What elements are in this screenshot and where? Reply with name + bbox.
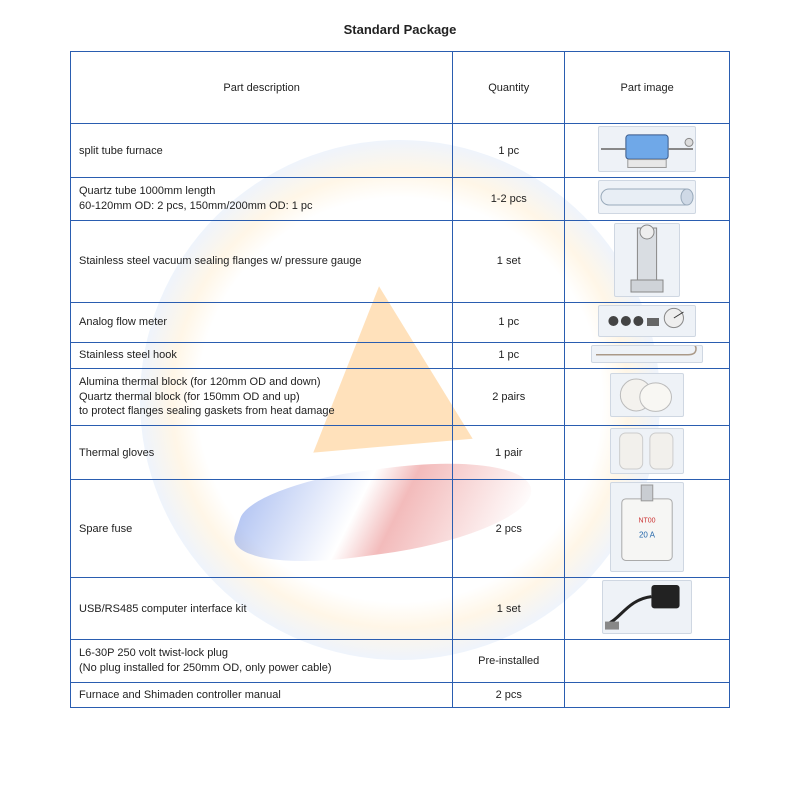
part-image-usb-icon xyxy=(602,580,692,634)
cell-quantity: 2 pcs xyxy=(453,682,565,707)
cell-image xyxy=(565,640,730,683)
cell-description: Quartz tube 1000mm length60-120mm OD: 2 … xyxy=(71,178,453,221)
col-header-qty: Quantity xyxy=(453,52,565,124)
cell-quantity: Pre-installed xyxy=(453,640,565,683)
cell-image xyxy=(565,368,730,426)
col-header-img: Part image xyxy=(565,52,730,124)
table-row: Alumina thermal block (for 120mm OD and … xyxy=(71,368,730,426)
cell-quantity: 1 pc xyxy=(453,124,565,178)
cell-description: USB/RS485 computer interface kit xyxy=(71,578,453,640)
cell-description: Thermal gloves xyxy=(71,426,453,480)
package-table: Part description Quantity Part image spl… xyxy=(70,51,730,708)
col-header-desc: Part description xyxy=(71,52,453,124)
cell-image xyxy=(565,220,730,302)
cell-image xyxy=(565,124,730,178)
table-row: split tube furnace1 pc xyxy=(71,124,730,178)
part-image-fuse-icon: NT00 20 A xyxy=(610,482,684,572)
part-image-furnace-icon xyxy=(598,126,696,172)
cell-quantity: 1 set xyxy=(453,578,565,640)
cell-description: Spare fuse xyxy=(71,480,453,578)
cell-image xyxy=(565,302,730,342)
cell-quantity: 1 pair xyxy=(453,426,565,480)
table-row: Spare fuse2 pcs NT00 20 A xyxy=(71,480,730,578)
cell-image xyxy=(565,342,730,368)
cell-image xyxy=(565,578,730,640)
table-row: L6-30P 250 volt twist-lock plug(No plug … xyxy=(71,640,730,683)
table-row: Analog flow meter1 pc xyxy=(71,302,730,342)
cell-description: Stainless steel hook xyxy=(71,342,453,368)
cell-quantity: 2 pairs xyxy=(453,368,565,426)
cell-quantity: 1 pc xyxy=(453,342,565,368)
cell-image xyxy=(565,682,730,707)
part-image-block-icon xyxy=(610,373,684,417)
cell-description: Stainless steel vacuum sealing flanges w… xyxy=(71,220,453,302)
cell-description: L6-30P 250 volt twist-lock plug(No plug … xyxy=(71,640,453,683)
table-row: Furnace and Shimaden controller manual2 … xyxy=(71,682,730,707)
part-image-gloves-icon xyxy=(610,428,684,474)
cell-description: split tube furnace xyxy=(71,124,453,178)
cell-quantity: 1 set xyxy=(453,220,565,302)
table-header-row: Part description Quantity Part image xyxy=(71,52,730,124)
cell-quantity: 1 pc xyxy=(453,302,565,342)
page-title: Standard Package xyxy=(70,22,730,37)
cell-image: NT00 20 A xyxy=(565,480,730,578)
table-row: USB/RS485 computer interface kit1 set xyxy=(71,578,730,640)
cell-description: Alumina thermal block (for 120mm OD and … xyxy=(71,368,453,426)
cell-quantity: 2 pcs xyxy=(453,480,565,578)
cell-image xyxy=(565,178,730,221)
table-row: Quartz tube 1000mm length60-120mm OD: 2 … xyxy=(71,178,730,221)
cell-description: Furnace and Shimaden controller manual xyxy=(71,682,453,707)
page-container: Standard Package Part description Quanti… xyxy=(0,0,800,718)
part-image-tube-icon xyxy=(598,180,696,214)
table-row: Stainless steel vacuum sealing flanges w… xyxy=(71,220,730,302)
cell-quantity: 1-2 pcs xyxy=(453,178,565,221)
part-image-hook-icon xyxy=(591,345,703,363)
table-row: Thermal gloves1 pair xyxy=(71,426,730,480)
part-image-flange-icon xyxy=(614,223,680,297)
cell-description: Analog flow meter xyxy=(71,302,453,342)
cell-image xyxy=(565,426,730,480)
table-row: Stainless steel hook1 pc xyxy=(71,342,730,368)
svg-text:NT00: NT00 xyxy=(639,518,656,525)
svg-text:20 A: 20 A xyxy=(639,531,656,540)
part-image-meter-icon xyxy=(598,305,696,337)
